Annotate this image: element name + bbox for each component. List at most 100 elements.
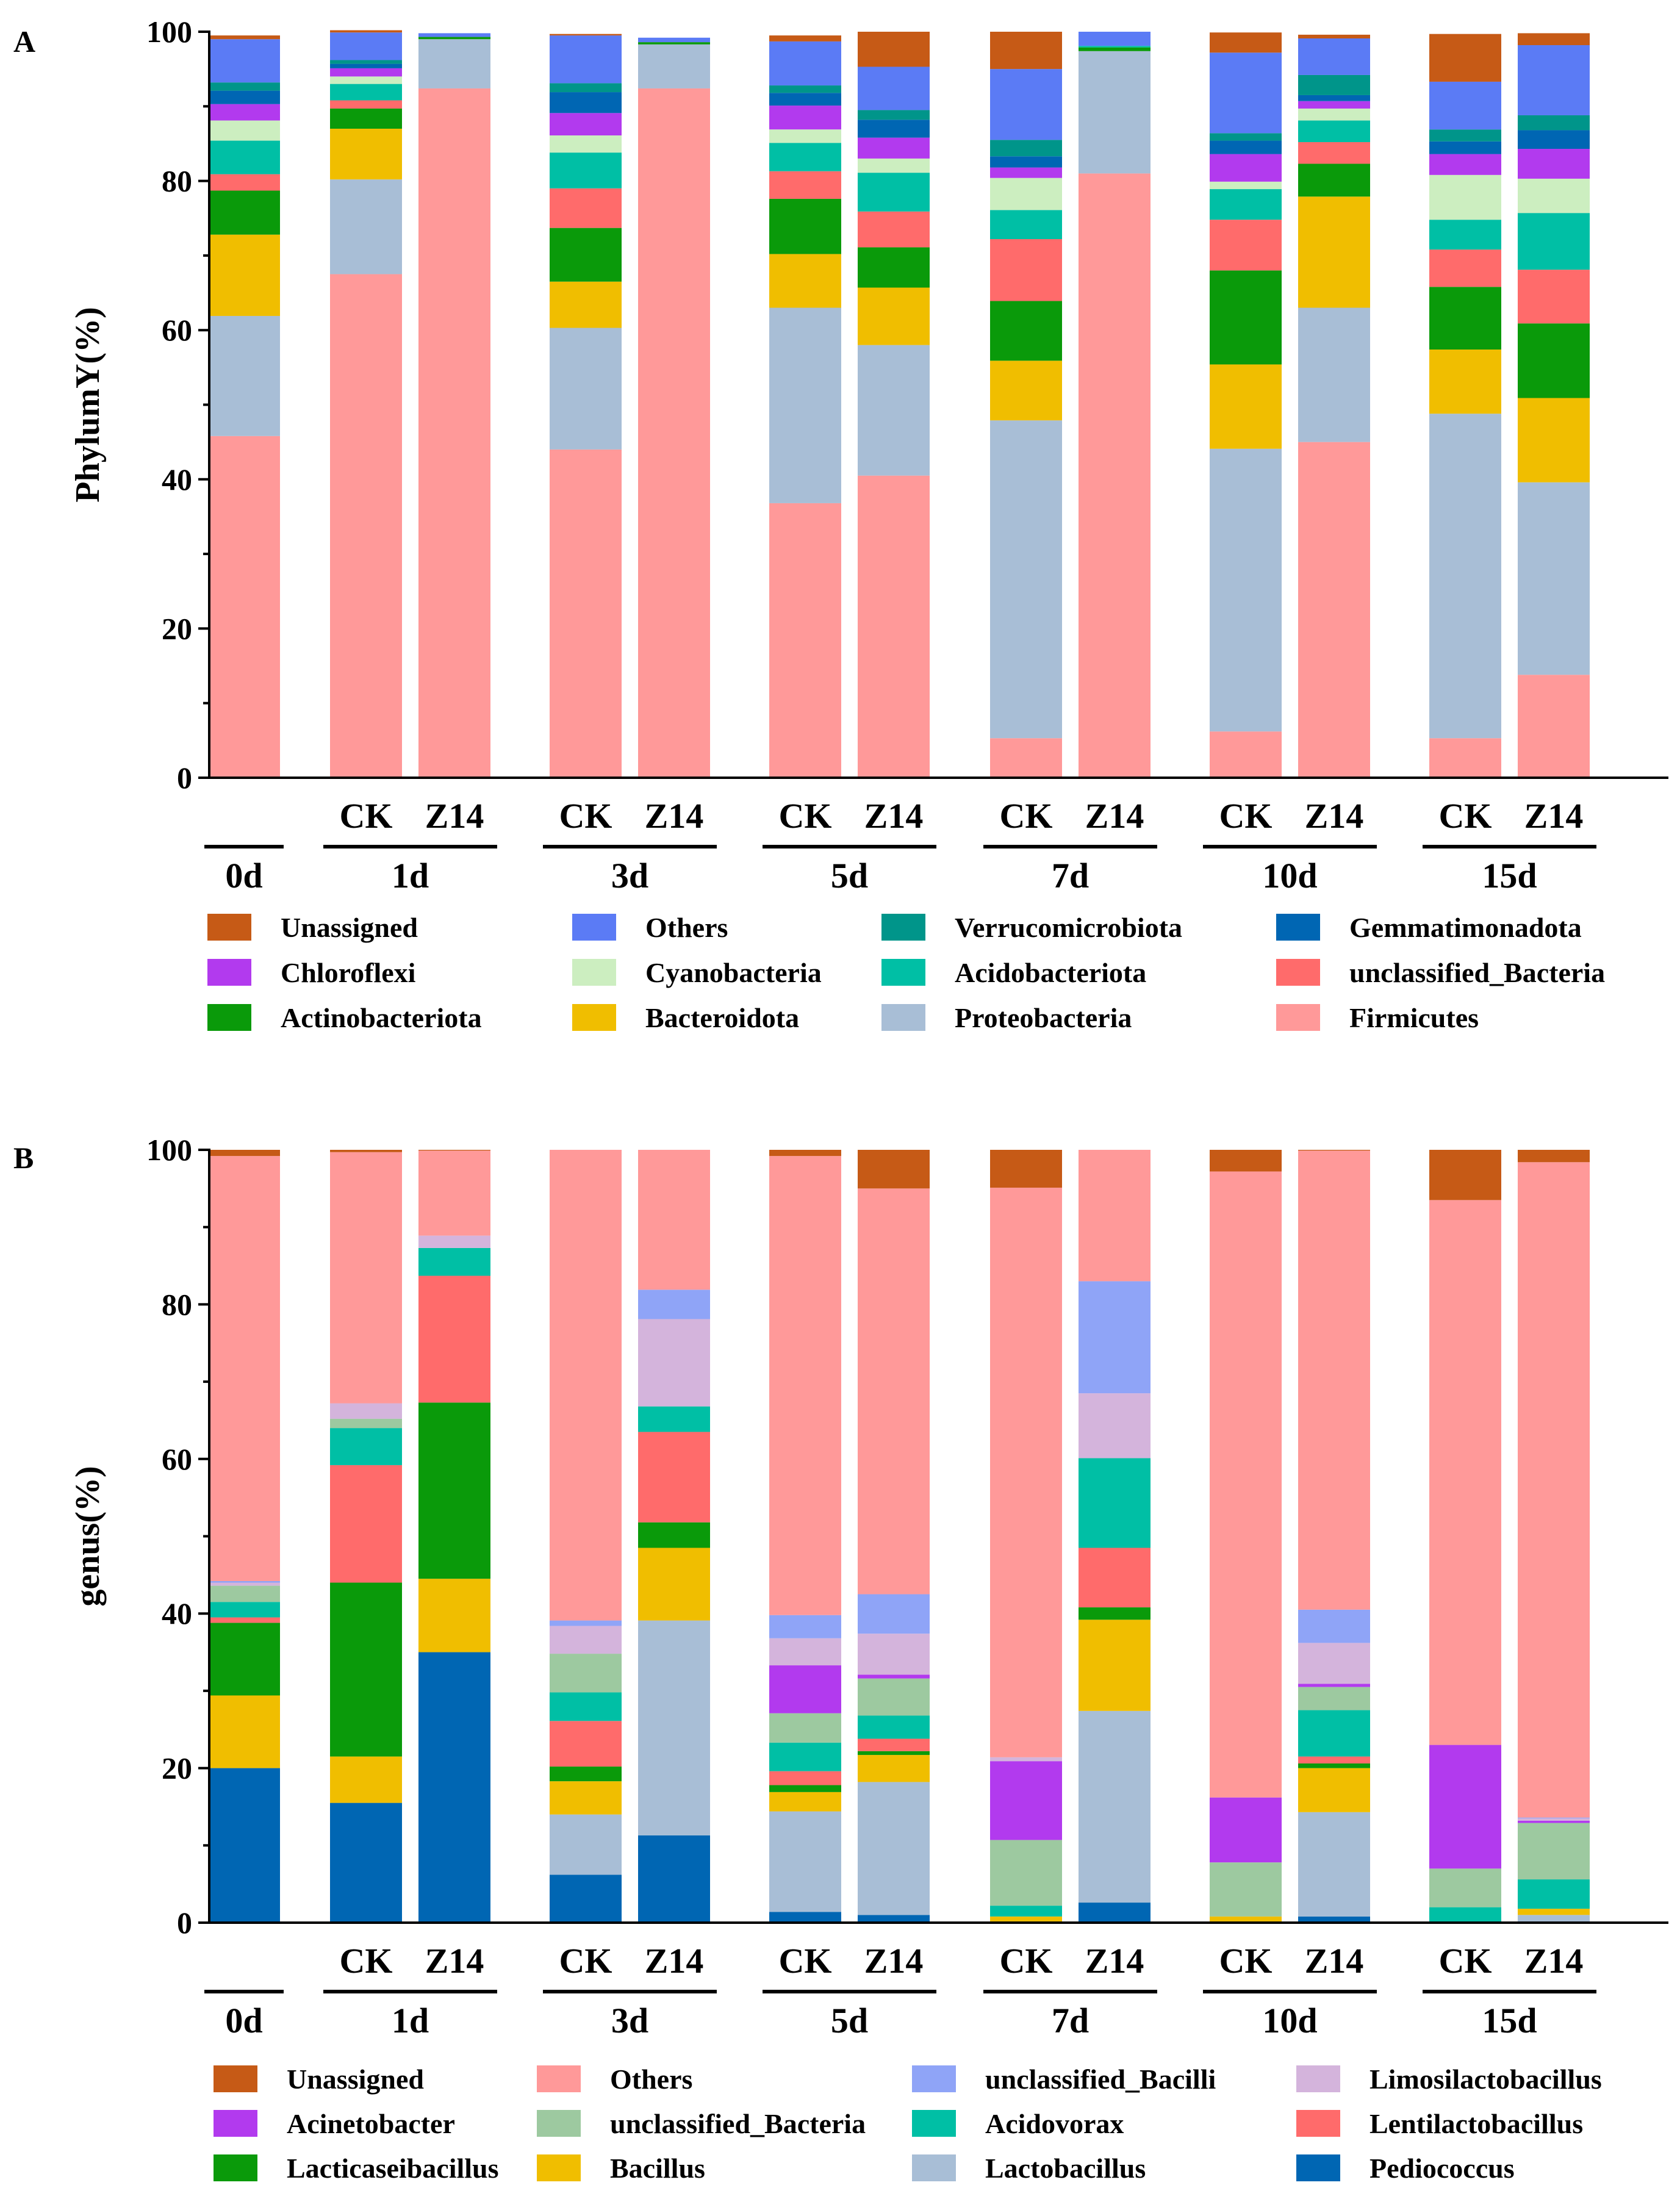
a-bar-10d-ck-chloroflexi [1210,154,1282,182]
a-legend-label-gemmatimonadota: Gemmatimonadota [1349,912,1582,943]
a-bar-10d-z14-chloroflexi [1298,101,1370,109]
b-bar-3d-z14-pediococcus [638,1835,710,1923]
b-bar-0d-others [208,1156,280,1581]
a-bar-1d-ck-acidobacteriota [330,84,402,101]
b-treatment-label: Z14 [864,1941,924,1981]
a-bar-7d-ck-verrucomicrobiota [990,140,1062,157]
b-bar-3d-ck-pediococcus [550,1874,622,1923]
b-bar-3d-ck-unclassified_bacteria [550,1654,622,1693]
b-bar-15d-z14-acidovorax [1518,1879,1590,1909]
a-bar-3d-ck-others [550,35,622,84]
b-bar-10d-ck-others [1210,1171,1282,1798]
b-bar-7d-z14-pediococcus [1079,1903,1151,1923]
a-bar-5d-ck-verrucomicrobiota [769,85,841,93]
b-bar-5d-z14-acinetobacter [858,1674,930,1679]
a-bar-5d-z14-cyanobacteria [858,158,930,173]
a-bar-7d-z14-others [1079,32,1151,46]
b-bar-1d-ck-unassigned [330,1150,402,1152]
a-legend-swatch-chloroflexi [207,959,251,986]
b-legend-label-lacticaseibacillus: Lacticaseibacillus [287,2153,499,2184]
a-bar-10d-ck-cyanobacteria [1210,181,1282,190]
b-legend-label-acidovorax: Acidovorax [985,2108,1124,2139]
a-legend-swatch-proteobacteria [881,1004,925,1031]
a-group-label-3d: 3d [611,856,648,895]
a-legend-label-chloroflexi: Chloroflexi [281,957,416,988]
b-bar-15d-z14-limosilactobacillus [1518,1818,1590,1821]
b-bar-7d-ck-acinetobacter [990,1761,1062,1840]
a-bar-7d-ck-unassigned [990,32,1062,70]
b-bar-7d-z14-lactobacillus [1079,1710,1151,1903]
a-legend-swatch-gemmatimonadota [1276,914,1320,941]
a-bar-15d-z14-firmicutes [1518,675,1590,778]
b-bar-3d-z14-acidovorax [638,1406,710,1432]
a-y-axis-label: PhylumY(%) [69,307,107,502]
a-bar-1d-z14-firmicutes [418,88,490,778]
a-group-label-0d: 0d [225,856,262,895]
b-bar-10d-ck-acinetobacter [1210,1797,1282,1863]
b-bar-7d-ck-unassigned [990,1150,1062,1188]
b-group-label-3d: 3d [611,2001,648,2040]
b-bar-0d-lacticaseibacillus [208,1623,280,1696]
b-bar-1d-ck-lacticaseibacillus [330,1582,402,1757]
b-bar-10d-z14-bacillus [1298,1768,1370,1812]
b-bar-7d-z14-others [1079,1150,1151,1282]
a-bar-15d-z14-bacteroidota [1518,398,1590,482]
a-bar-5d-ck-firmicutes [769,503,841,778]
b-bar-1d-z14-lacticaseibacillus [418,1402,490,1579]
b-bar-3d-ck-limosilactobacillus [550,1626,622,1654]
a-bar-7d-z14-proteobacteria [1079,51,1151,174]
a-bar-5d-z14-gemmatimonadota [858,120,930,138]
b-bar-3d-z14-others [638,1150,710,1290]
b-legend-label-lactobacillus: Lactobacillus [985,2153,1146,2184]
chart-panel-a: 0 20 40 60 80 100 PhylumY(%) 0d CK Z14 1d CK Z14 3d CK… [69,15,1668,1033]
b-bar-7d-z14-lentilactobacillus [1079,1548,1151,1608]
a-group-label-15d: 15d [1482,856,1537,895]
a-treatment-label: Z14 [864,796,924,836]
b-bar-7d-z14-unclassified_bacilli [1079,1281,1151,1394]
b-bar-5d-ck-others [769,1156,841,1615]
b-bar-3d-ck-acidovorax [550,1692,622,1721]
a-treatment-label: CK [1219,796,1273,836]
a-legend-swatch-acidobacteriota [881,959,925,986]
b-bar-1d-ck-acidovorax [330,1428,402,1465]
a-bar-10d-z14-acidobacteriota [1298,120,1370,143]
b-bar-5d-z14-pediococcus [858,1915,930,1923]
b-bar-5d-ck-lentilactobacillus [769,1771,841,1785]
b-bar-15d-ck-acinetobacter [1429,1745,1501,1869]
b-bar-3d-ck-others [550,1150,622,1621]
b-bar-5d-ck-bacillus [769,1792,841,1812]
a-bar-7d-ck-firmicutes [990,738,1062,778]
a-legend-label-cyanobacteria: Cyanobacteria [645,957,822,988]
b-y-axis-label: genus(%) [69,1466,107,1606]
a-bar-10d-ck-unassigned [1210,32,1282,53]
b-bar-15d-z14-others [1518,1162,1590,1818]
b-legend-swatch-acidovorax [912,2110,956,2137]
a-bar-10d-ck-acidobacteriota [1210,189,1282,220]
a-bar-15d-ck-unclassified_bacteria [1429,249,1501,287]
b-bar-5d-ck-limosilactobacillus [769,1638,841,1666]
b-legend-label-bacillus: Bacillus [610,2153,705,2184]
a-bar-3d-ck-acidobacteriota [550,152,622,188]
b-bar-3d-z14-lacticaseibacillus [638,1522,710,1548]
b-legend-label-limosilactobacillus: Limosilactobacillus [1369,2064,1602,2095]
a-bar-15d-ck-chloroflexi [1429,154,1501,175]
a-bar-7d-ck-cyanobacteria [990,178,1062,210]
b-bar-3d-z14-unclassified_bacilli [638,1290,710,1319]
a-bar-1d-z14-actinobacteriota [418,37,490,40]
a-bar-3d-ck-unclassified_bacteria [550,188,622,228]
a-bar-3d-z14-others [638,37,710,43]
a-treatment-label: Z14 [1524,796,1584,836]
b-y-tick-label: 0 [177,1906,192,1940]
a-bar-5d-ck-acidobacteriota [769,143,841,171]
a-bar-15d-z14-chloroflexi [1518,149,1590,179]
b-bar-15d-z14-lactobacillus [1518,1915,1590,1923]
b-legend-swatch-lactobacillus [912,2154,956,2181]
b-bar-7d-ck-bacillus [990,1916,1062,1923]
a-treatment-label: CK [779,796,832,836]
a-bar-7d-ck-chloroflexi [990,167,1062,178]
b-treatment-label: CK [1219,1941,1273,1981]
a-bar-7d-z14-actinobacteriota [1079,47,1151,51]
b-bar-15d-z14-bacillus [1518,1909,1590,1915]
a-bar-3d-ck-unassigned [550,34,622,36]
a-bar-5d-z14-unclassified_bacteria [858,211,930,248]
